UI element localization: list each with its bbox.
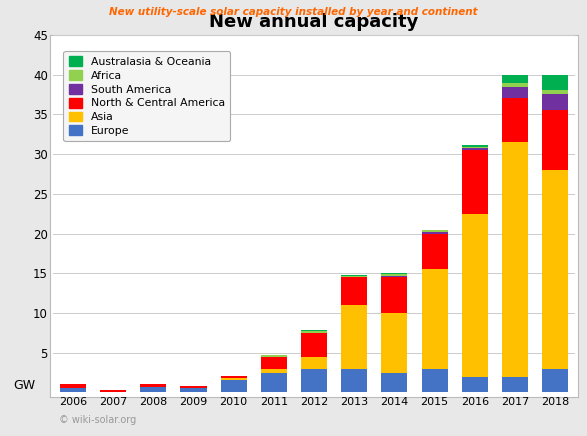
Bar: [421, 234, 448, 269]
Bar: [301, 331, 327, 333]
Bar: [140, 387, 166, 392]
Bar: [261, 355, 287, 357]
Bar: [221, 378, 247, 381]
Bar: [100, 390, 126, 392]
Bar: [462, 147, 488, 149]
Bar: [421, 232, 448, 234]
Bar: [341, 305, 367, 368]
Bar: [421, 368, 448, 392]
Bar: [60, 388, 86, 392]
Bar: [261, 372, 287, 392]
Bar: [180, 388, 207, 392]
Bar: [382, 274, 407, 276]
Text: © wiki-solar.org: © wiki-solar.org: [59, 415, 136, 425]
Bar: [502, 99, 528, 142]
Bar: [221, 376, 247, 378]
Bar: [221, 381, 247, 392]
Bar: [341, 276, 367, 277]
Bar: [542, 75, 568, 91]
Bar: [502, 75, 528, 82]
Bar: [382, 277, 407, 313]
Bar: [301, 333, 327, 357]
Bar: [341, 277, 367, 305]
Bar: [542, 368, 568, 392]
Bar: [462, 149, 488, 150]
Bar: [502, 82, 528, 86]
Bar: [502, 142, 528, 377]
Bar: [341, 275, 367, 276]
Bar: [261, 357, 287, 368]
Bar: [462, 214, 488, 377]
Bar: [301, 357, 327, 368]
Bar: [542, 91, 568, 95]
Bar: [421, 269, 448, 368]
Bar: [542, 170, 568, 368]
Bar: [462, 377, 488, 392]
Bar: [462, 145, 488, 147]
Bar: [421, 229, 448, 230]
Bar: [502, 86, 528, 99]
Title: New annual capacity: New annual capacity: [210, 13, 419, 31]
Bar: [140, 385, 166, 387]
Bar: [421, 230, 448, 232]
Bar: [382, 372, 407, 392]
Bar: [542, 110, 568, 170]
Bar: [542, 95, 568, 110]
Bar: [301, 368, 327, 392]
Bar: [382, 313, 407, 372]
Bar: [261, 368, 287, 372]
Bar: [382, 273, 407, 274]
Legend: Australasia & Oceania, Africa, South America, North & Central America, Asia, Eur: Australasia & Oceania, Africa, South Ame…: [63, 51, 230, 141]
Bar: [462, 150, 488, 214]
Bar: [502, 377, 528, 392]
Bar: [180, 386, 207, 388]
Bar: [60, 385, 86, 388]
Text: New utility-scale solar capacity installed by year and continent: New utility-scale solar capacity install…: [109, 7, 478, 17]
Bar: [341, 368, 367, 392]
Bar: [382, 276, 407, 277]
Y-axis label: GW: GW: [13, 379, 35, 392]
Bar: [301, 330, 327, 331]
